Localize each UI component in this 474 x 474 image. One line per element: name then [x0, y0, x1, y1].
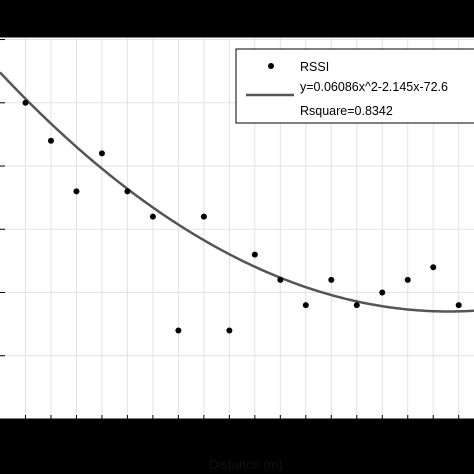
- x-tick-label-9: 9: [226, 429, 233, 444]
- x-tick-labels: 1 2 3 4 5 6 7 8 9 10 11 12 13 14 15 16 17 18: [22, 415, 466, 444]
- x-tick-label-18: 18: [451, 429, 465, 444]
- x-tick-label-7: 7: [175, 429, 182, 444]
- rssi-point-15: [379, 289, 386, 296]
- x-tick-label-8: 8: [200, 429, 207, 444]
- rssi-point-7: [175, 327, 182, 334]
- rssi-point-18: [455, 302, 462, 309]
- rssi-point-4: [98, 150, 105, 157]
- x-tick-label-11: 11: [274, 429, 288, 444]
- x-tick-label-4: 4: [98, 429, 105, 444]
- rssi-point-6: [149, 213, 156, 220]
- y-tick-marks: [0, 39, 5, 357]
- rssi-point-17: [430, 264, 437, 271]
- legend-rssi-label: RSSI: [300, 60, 329, 74]
- rssi-points: [9, 23, 462, 334]
- x-tick-label-6: 6: [149, 429, 156, 444]
- x-tick-label-15: 15: [375, 429, 389, 444]
- legend: RSSI y=0.06086x^2-2.145x-72.6 Rsquare=0.…: [235, 48, 474, 124]
- rssi-point-0: [9, 23, 16, 30]
- legend-box: [235, 48, 474, 124]
- rssi-point-14: [353, 302, 360, 309]
- rssi-point-9: [226, 327, 233, 334]
- x-tick-label-10: 10: [248, 429, 262, 444]
- x-tick-label-14: 14: [350, 429, 364, 444]
- rssi-point-12: [302, 302, 309, 309]
- x-tick-label-12: 12: [299, 429, 313, 444]
- rssi-point-2: [47, 137, 54, 144]
- x-axis-label: Distance (m): [209, 457, 283, 472]
- x-tick-label-13: 13: [324, 429, 338, 444]
- x-tick-label-5: 5: [124, 429, 131, 444]
- rssi-point-11: [277, 276, 284, 283]
- legend-rsquare-label: Rsquare=0.8342: [300, 104, 393, 118]
- x-tick-label-3: 3: [73, 429, 80, 444]
- x-tick-label-17: 17: [426, 429, 440, 444]
- rssi-point-5: [124, 188, 131, 195]
- legend-rssi-marker: [268, 63, 274, 69]
- rssi-point-8: [200, 213, 207, 220]
- legend-fit-label: y=0.06086x^2-2.145x-72.6: [300, 80, 448, 94]
- x-tick-label-16: 16: [401, 429, 415, 444]
- rssi-point-3: [73, 188, 80, 195]
- rssi-point-13: [328, 276, 335, 283]
- x-tick-label-2: 2: [47, 429, 54, 444]
- rssi-point-10: [251, 251, 258, 258]
- x-tick-label-1: 1: [22, 429, 29, 444]
- fit-curve-line: [0, 71, 474, 313]
- rssi-point-16: [404, 276, 411, 283]
- rssi-point-1: [22, 99, 29, 106]
- grid: [0, 37, 474, 419]
